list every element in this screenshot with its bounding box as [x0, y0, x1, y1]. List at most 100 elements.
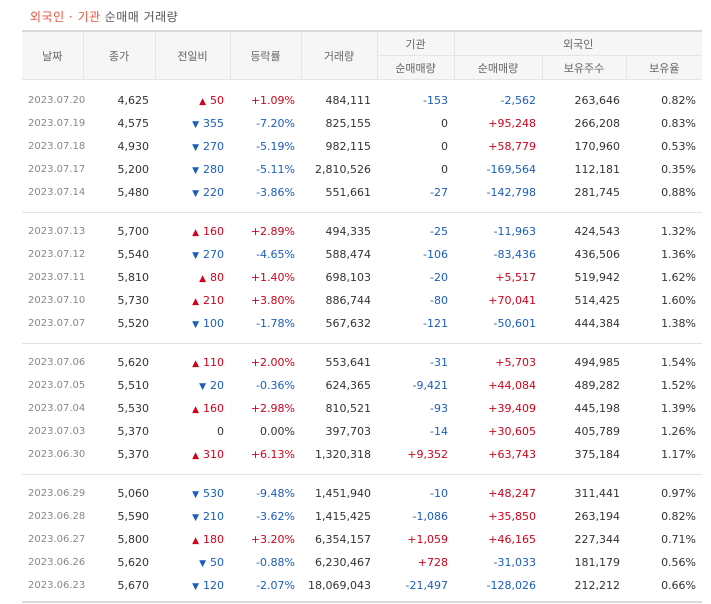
up-triangle-icon: ▲ — [199, 274, 206, 284]
rate-cell: +2.00% — [250, 356, 295, 369]
header-volume: 거래량 — [300, 30, 378, 80]
holdings-cell: 181,179 — [574, 556, 621, 569]
volume-cell: 567,632 — [325, 317, 372, 330]
down-triangle-icon: ▼ — [199, 559, 206, 569]
close-cell: 5,620 — [117, 556, 150, 569]
holdings-cell: 170,960 — [574, 140, 621, 153]
close-cell: 5,700 — [117, 225, 150, 238]
close-cell: 5,480 — [117, 186, 150, 199]
close-cell: 4,575 — [117, 117, 150, 130]
header-foreign-net: 순매매량 — [453, 55, 543, 80]
header-change: 전일비 — [154, 30, 231, 80]
rate-cell: -2.07% — [256, 579, 295, 592]
foreign-net-cell: +58,779 — [488, 140, 536, 153]
close-cell: 4,930 — [117, 140, 150, 153]
inst-net-cell: -20 — [430, 271, 448, 284]
inst-net-cell: -93 — [430, 402, 448, 415]
table-row: 2023.07.12 5,540 ▼ 270 -4.65% 588,474 -106 -83,… — [22, 243, 702, 266]
date-cell: 2023.07.13 — [28, 226, 86, 237]
date-cell: 2023.07.14 — [28, 187, 86, 198]
volume-cell: 698,103 — [325, 271, 372, 284]
holdings-cell: 405,789 — [574, 425, 621, 438]
inst-net-cell: -106 — [423, 248, 448, 261]
group-divider — [22, 213, 702, 221]
close-cell: 5,800 — [117, 533, 150, 546]
change-cell: ▼ 270 — [155, 243, 230, 266]
change-value: 210 — [203, 294, 224, 307]
header-holdings: 보유주수 — [541, 55, 627, 80]
rate-cell: +2.98% — [250, 402, 295, 415]
down-triangle-icon: ▼ — [199, 382, 206, 392]
date-cell: 2023.06.23 — [28, 580, 86, 591]
foreign-net-cell: +70,041 — [488, 294, 536, 307]
inst-net-cell: 0 — [441, 163, 448, 176]
holdings-cell: 263,646 — [574, 94, 621, 107]
rate-cell: -7.20% — [256, 117, 295, 130]
change-value: 110 — [203, 356, 224, 369]
inst-net-cell: -14 — [430, 425, 448, 438]
rate-cell: -3.62% — [256, 510, 295, 523]
table-row: 2023.07.17 5,200 ▼ 280 -5.11% 2,810,526 0 -169,… — [22, 158, 702, 181]
foreign-net-cell: +5,517 — [495, 271, 536, 284]
change-value: 50 — [210, 94, 224, 107]
inst-net-cell: -1,086 — [412, 510, 448, 523]
inst-net-cell: -31 — [430, 356, 448, 369]
foreign-net-cell: -169,564 — [486, 163, 536, 176]
date-cell: 2023.07.19 — [28, 118, 86, 129]
table-row: 2023.07.20 4,625 ▲ 50 +1.09% 484,111 -153 -2,56… — [22, 89, 702, 112]
ratio-cell: 1.38% — [661, 317, 697, 330]
ratio-cell: 1.26% — [661, 425, 697, 438]
close-cell: 5,590 — [117, 510, 150, 523]
foreign-net-cell: -128,026 — [486, 579, 536, 592]
up-triangle-icon: ▲ — [192, 228, 199, 238]
table-row: 2023.07.05 5,510 ▼ 20 -0.36% 624,365 -9,421 +44… — [22, 374, 702, 397]
date-cell: 2023.07.20 — [28, 95, 86, 106]
up-triangle-icon: ▲ — [192, 536, 199, 546]
change-value: 355 — [203, 117, 224, 130]
close-cell: 5,670 — [117, 579, 150, 592]
rate-cell: -0.36% — [256, 379, 295, 392]
foreign-net-cell: -50,601 — [493, 317, 536, 330]
holdings-cell: 494,985 — [574, 356, 621, 369]
foreign-net-cell: -83,436 — [493, 248, 536, 261]
foreign-net-cell: +48,247 — [488, 487, 536, 500]
holdings-cell: 311,441 — [574, 487, 621, 500]
change-cell: ▼ 210 — [155, 505, 230, 528]
volume-cell: 624,365 — [325, 379, 372, 392]
inst-net-cell: -21,497 — [405, 579, 448, 592]
ratio-cell: 0.56% — [661, 556, 697, 569]
change-value: 100 — [203, 317, 224, 330]
date-cell: 2023.07.03 — [28, 426, 86, 437]
close-cell: 5,370 — [117, 448, 150, 461]
date-cell: 2023.07.07 — [28, 318, 86, 329]
change-cell: ▲ 310 — [155, 443, 230, 466]
inst-net-cell: -27 — [430, 186, 448, 199]
table-row: 2023.06.27 5,800 ▲ 180 +3.20% 6,354,157 +1,059… — [22, 528, 702, 551]
rate-cell: -4.65% — [256, 248, 295, 261]
foreign-net-cell: +5,703 — [495, 356, 536, 369]
change-cell: ▲ 210 — [155, 289, 230, 312]
table-row: 2023.06.26 5,620 ▼ 50 -0.88% 6,230,467 +728 -31… — [22, 551, 702, 574]
down-triangle-icon: ▼ — [192, 320, 199, 330]
change-value: 210 — [203, 510, 224, 523]
change-value: 310 — [203, 448, 224, 461]
change-cell: ▲ 160 — [155, 397, 230, 420]
table-row: 2023.07.11 5,810 ▲ 80 +1.40% 698,103 -20 +5,517… — [22, 266, 702, 289]
volume-cell: 982,115 — [325, 140, 372, 153]
down-triangle-icon: ▼ — [192, 251, 199, 261]
table-body: 2023.07.20 4,625 ▲ 50 +1.09% 484,111 -153 -2,56… — [22, 80, 703, 598]
ratio-cell: 0.82% — [661, 94, 697, 107]
change-value: 530 — [203, 487, 224, 500]
header-ratio: 보유율 — [625, 55, 703, 80]
close-cell: 5,370 — [117, 425, 150, 438]
inst-net-cell: -10 — [430, 487, 448, 500]
ratio-cell: 0.71% — [661, 533, 697, 546]
change-cell: ▲ 180 — [155, 528, 230, 551]
investor-trading-table: 날짜 종가 전일비 등락률 거래량 기관 외국인 순매매량 순매매량 보유주수 … — [22, 30, 703, 598]
holdings-cell: 514,425 — [574, 294, 621, 307]
change-value: 160 — [203, 225, 224, 238]
change-value: 280 — [203, 163, 224, 176]
group-divider — [22, 80, 702, 90]
rate-cell: +3.20% — [250, 533, 295, 546]
down-triangle-icon: ▼ — [192, 582, 199, 592]
